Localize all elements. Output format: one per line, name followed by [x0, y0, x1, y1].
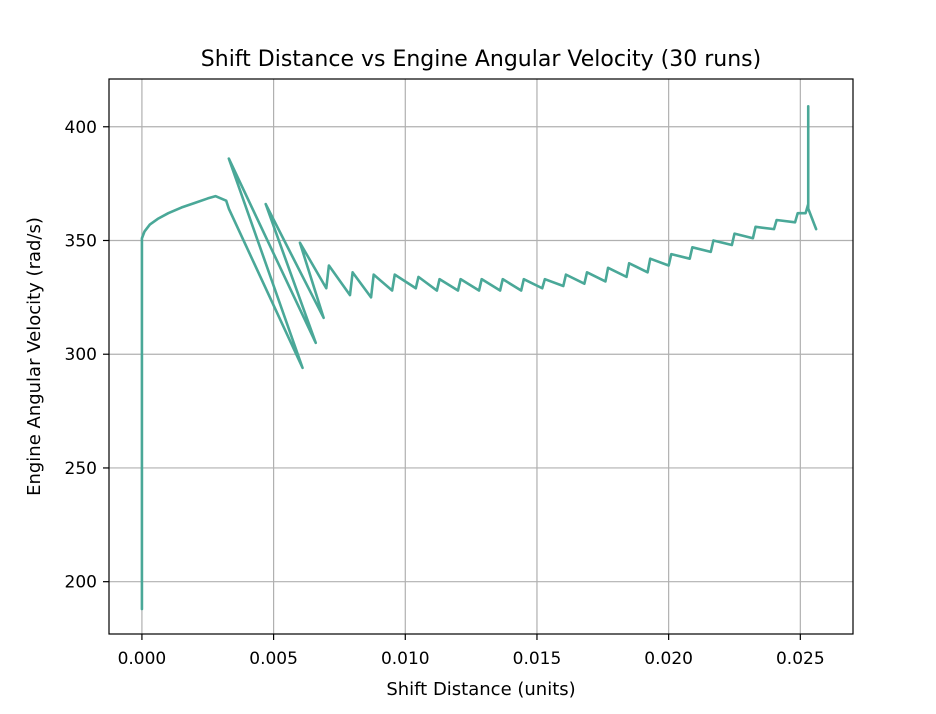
- series-layer: [140, 105, 818, 611]
- y-tick-label: 250: [65, 459, 97, 479]
- y-tick-label: 200: [65, 573, 97, 593]
- x-axis-label: Shift Distance (units): [386, 679, 575, 700]
- y-tick-label: 400: [65, 118, 97, 138]
- y-tick-label: 300: [65, 345, 97, 365]
- series-line-1: [140, 105, 818, 611]
- ticks-layer: 0.000 0.005 0.010 0.015 0.020 0.025 200 250 300 3…: [65, 118, 825, 669]
- x-tick-label: 0.005: [249, 649, 298, 669]
- x-tick-label: 0.000: [118, 649, 167, 669]
- x-tick-label: 0.020: [644, 649, 693, 669]
- x-tick-label: 0.010: [381, 649, 430, 669]
- grid-layer: [109, 79, 853, 634]
- y-axis-label: Engine Angular Velocity (rad/s): [24, 217, 45, 496]
- y-tick-label: 350: [65, 231, 97, 251]
- plot-frame: [108, 78, 854, 635]
- x-tick-label: 0.015: [513, 649, 562, 669]
- chart-title: Shift Distance vs Engine Angular Velocit…: [201, 47, 761, 72]
- x-tick-label: 0.025: [776, 649, 825, 669]
